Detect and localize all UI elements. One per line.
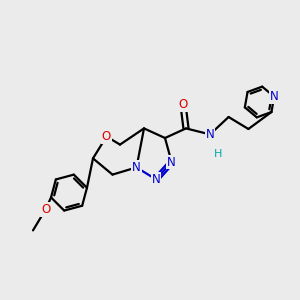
Text: N: N xyxy=(132,161,141,174)
Text: O: O xyxy=(178,98,188,111)
Text: H: H xyxy=(214,148,223,159)
Text: N: N xyxy=(270,90,278,103)
Text: N: N xyxy=(152,173,160,186)
Text: N: N xyxy=(167,155,176,169)
Text: N: N xyxy=(206,128,214,141)
Text: O: O xyxy=(102,130,111,143)
Text: O: O xyxy=(41,203,50,216)
